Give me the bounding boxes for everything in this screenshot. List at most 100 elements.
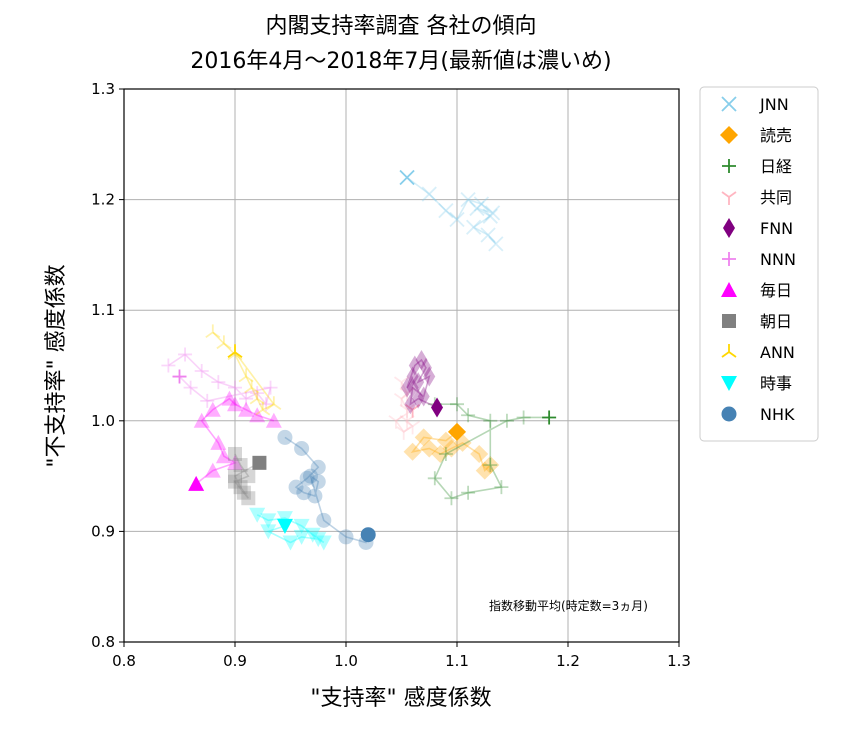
series-trail-line — [284, 436, 369, 544]
data-point — [403, 442, 422, 461]
data-point — [304, 527, 321, 543]
series-FNN — [401, 349, 444, 418]
series-trail-line — [406, 358, 438, 409]
data-point — [204, 401, 221, 417]
y-axis-label: "不支持率" 感度係数 — [44, 264, 69, 467]
data-point — [466, 219, 482, 235]
data-point — [488, 236, 504, 252]
x-axis-label: "支持率" 感度係数 — [310, 686, 491, 711]
data-point — [250, 386, 265, 401]
data-point — [277, 429, 293, 445]
moving-average-note: 指数移動平均(時定数=3ヵ月) — [489, 598, 648, 613]
series-trail-line — [406, 176, 497, 245]
series-trail-line — [410, 431, 491, 473]
latest-data-point — [188, 475, 205, 491]
data-point — [442, 439, 461, 458]
data-point — [293, 529, 310, 545]
data-point — [294, 440, 310, 456]
data-point — [215, 448, 232, 464]
data-point — [249, 407, 266, 423]
series-毎日 — [188, 390, 282, 491]
data-point — [494, 480, 509, 495]
data-point — [238, 401, 255, 417]
data-point — [221, 390, 238, 406]
legend-marker-JNN — [721, 96, 737, 112]
latest-data-point — [360, 527, 376, 543]
tick-labels: 0.8 0.9 1.0 1.1 1.2 1.3 0.8 0.9 1.0 1.1 1.2 1.3 — [91, 80, 691, 670]
y-tick-label: 0.8 — [91, 633, 115, 651]
legend-label: 毎日 — [760, 281, 792, 300]
data-point — [263, 380, 278, 395]
data-point — [412, 388, 425, 409]
data-point — [260, 513, 277, 529]
x-tick-label: 0.8 — [112, 652, 136, 670]
legend-marker-日経 — [722, 159, 736, 173]
data-point — [412, 372, 425, 393]
series-ANN — [205, 324, 282, 416]
data-point — [483, 458, 498, 473]
data-point — [255, 401, 271, 416]
plot-area-frame — [123, 88, 680, 643]
data-point — [241, 491, 256, 506]
data-point — [431, 444, 450, 463]
data-point — [420, 439, 439, 458]
legend-marker-読売 — [720, 126, 738, 144]
series-読売 — [403, 422, 500, 480]
data-point — [205, 324, 221, 339]
data-point — [483, 413, 498, 428]
data-point — [438, 203, 454, 219]
data-point — [299, 470, 315, 486]
x-tick-label: 1.1 — [445, 652, 469, 670]
chart-title-line2: 2016年4月〜2018年7月(最新値は濃いめ) — [190, 49, 611, 74]
data-point — [469, 200, 485, 217]
data-point — [393, 392, 410, 407]
latest-data-point — [276, 518, 293, 534]
data-point — [302, 468, 318, 484]
data-point — [516, 410, 531, 425]
x-tick-label: 0.9 — [223, 652, 247, 670]
data-point — [239, 391, 254, 406]
data-point — [444, 491, 459, 506]
legend-label: FNN — [760, 219, 793, 238]
legend-label: NHK — [760, 405, 795, 424]
data-point — [249, 390, 265, 405]
legend-marker-NHK — [721, 406, 737, 422]
latest-data-point — [431, 397, 444, 418]
data-point — [233, 480, 248, 495]
chart-title-line1: 内閣支持率調査 各社の傾向 — [266, 14, 537, 39]
data-point — [296, 485, 312, 501]
data-point — [276, 511, 293, 527]
legend-label: 日経 — [760, 157, 792, 176]
y-tick-label: 1.0 — [91, 412, 115, 430]
series-NNN — [161, 347, 278, 412]
latest-data-point — [399, 169, 415, 186]
data-point — [228, 469, 242, 484]
data-point — [193, 412, 210, 428]
data-point — [161, 358, 176, 373]
legend-marker-朝日 — [722, 314, 736, 328]
data-point — [481, 456, 500, 475]
latest-data-point — [405, 404, 421, 418]
data-point — [499, 413, 514, 428]
data-point — [227, 396, 243, 412]
data-point — [393, 376, 410, 391]
data-point — [404, 394, 417, 415]
series-共同 — [388, 376, 421, 440]
data-point — [227, 454, 243, 470]
latest-data-point — [227, 344, 243, 358]
series-日経 — [427, 397, 557, 506]
data-point — [396, 426, 412, 440]
data-point — [460, 191, 476, 208]
data-point — [236, 485, 251, 500]
data-point — [249, 507, 266, 523]
data-point — [316, 512, 332, 528]
data-point — [288, 479, 304, 495]
data-point — [406, 366, 419, 387]
data-point — [427, 471, 442, 486]
legend-marker-毎日 — [721, 282, 737, 297]
data-point — [401, 377, 414, 398]
series-trail-line — [233, 453, 260, 499]
data-point — [204, 462, 221, 478]
data-point — [282, 535, 299, 551]
